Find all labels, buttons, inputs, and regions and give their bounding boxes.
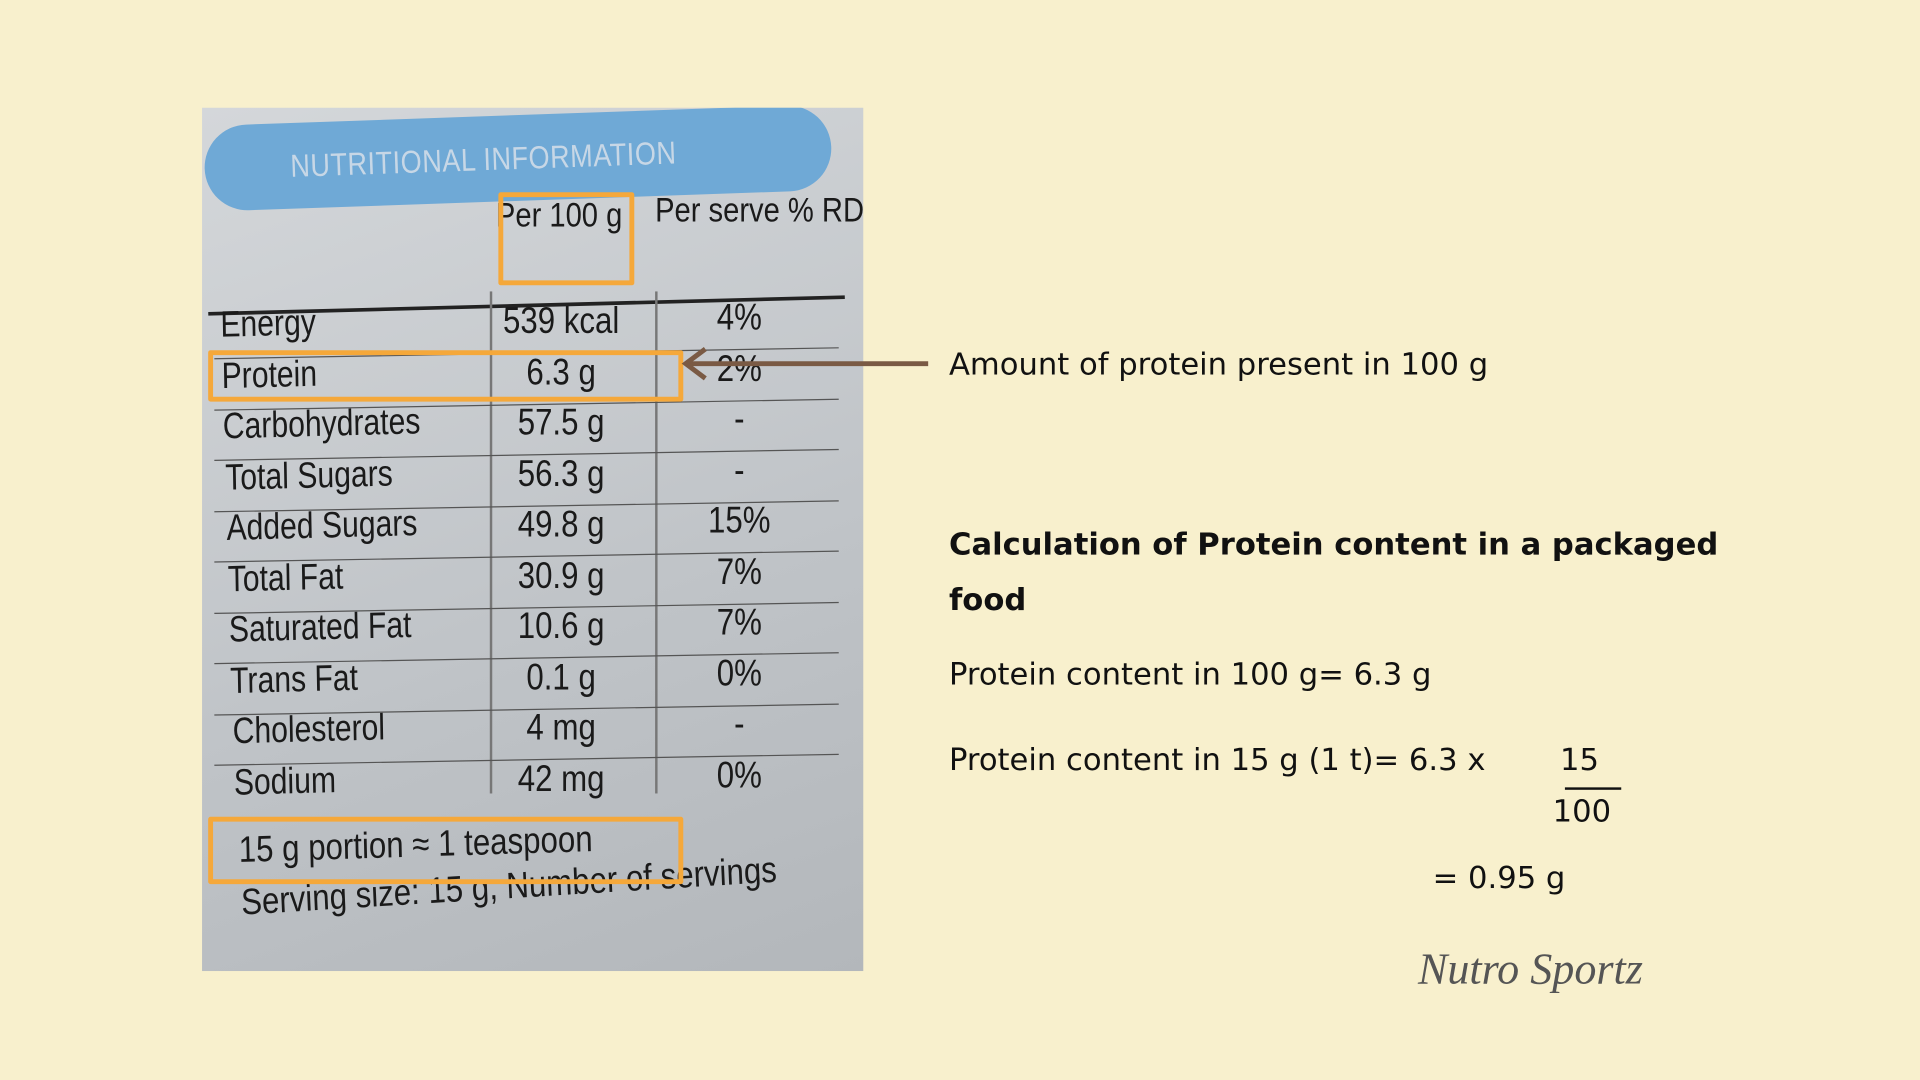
fraction-bar bbox=[1564, 787, 1622, 790]
per-100g-value: 56.3 g bbox=[517, 453, 605, 495]
rda-value: - bbox=[734, 450, 745, 491]
nutrient-name: Total Fat bbox=[227, 556, 344, 600]
label-photo: NUTRITIONAL INFORMATION Per 100 g Per se… bbox=[202, 107, 864, 972]
fraction-denominator: 100 bbox=[1552, 793, 1612, 829]
fraction-numerator: 15 bbox=[1560, 742, 1599, 778]
rda-value: 15% bbox=[708, 500, 771, 542]
nutrient-name: Saturated Fat bbox=[228, 605, 413, 651]
rda-value: - bbox=[734, 399, 745, 440]
rda-value: 0% bbox=[716, 653, 762, 694]
highlight-box bbox=[498, 192, 635, 286]
nutrient-name: Carbohydrates bbox=[222, 401, 422, 447]
nutrient-name: Cholesterol bbox=[231, 707, 385, 752]
calculation-line: Protein content in 15 g (1 t)= 6.3 x bbox=[948, 742, 1486, 778]
column-divider bbox=[489, 291, 493, 794]
per-100g-value: 49.8 g bbox=[517, 504, 605, 545]
arrow bbox=[681, 347, 929, 381]
per-100g-value: 6.3 g bbox=[526, 352, 596, 393]
highlight-box bbox=[208, 350, 684, 402]
calculation-title: Calculation of Protein content in a pack… bbox=[948, 526, 1719, 618]
calculation-line: Protein content in 100 g= 6.3 g bbox=[948, 656, 1432, 692]
nutrient-name: Energy bbox=[220, 302, 317, 346]
brand: Nutro Sportz bbox=[1417, 944, 1643, 994]
annotation: Amount of protein present in 100 g bbox=[948, 346, 1489, 383]
rda-value: - bbox=[734, 704, 745, 745]
per-100g-value: 4 mg bbox=[526, 707, 596, 749]
nutrient-name: Sodium bbox=[233, 759, 337, 803]
rda-value: 2% bbox=[716, 348, 762, 389]
column-divider bbox=[655, 291, 658, 794]
per-100g-value: 42 mg bbox=[517, 758, 605, 799]
calculation-result: = 0.95 g bbox=[1432, 859, 1566, 896]
per-100g-value: 30.9 g bbox=[517, 555, 605, 596]
column-header: Per 100 g bbox=[495, 195, 623, 234]
label-title: NUTRITIONAL INFORMATION bbox=[289, 134, 678, 185]
column-header: Per serve % RDA bbox=[655, 191, 864, 229]
rda-value: 0% bbox=[716, 754, 762, 796]
nutrient-name: Added Sugars bbox=[225, 503, 418, 549]
per-100g-value: 57.5 g bbox=[517, 402, 605, 444]
nutrient-name: Trans Fat bbox=[230, 657, 359, 702]
rda-value: 7% bbox=[716, 551, 762, 593]
rda-value: 4% bbox=[716, 297, 762, 338]
per-100g-value: 10.6 g bbox=[517, 606, 605, 647]
per-100g-value: 539 kcal bbox=[502, 301, 620, 342]
rda-value: 7% bbox=[716, 602, 762, 643]
nutrient-name: Total Sugars bbox=[224, 453, 393, 498]
per-100g-value: 0.1 g bbox=[526, 656, 596, 698]
highlight-box bbox=[208, 816, 684, 885]
